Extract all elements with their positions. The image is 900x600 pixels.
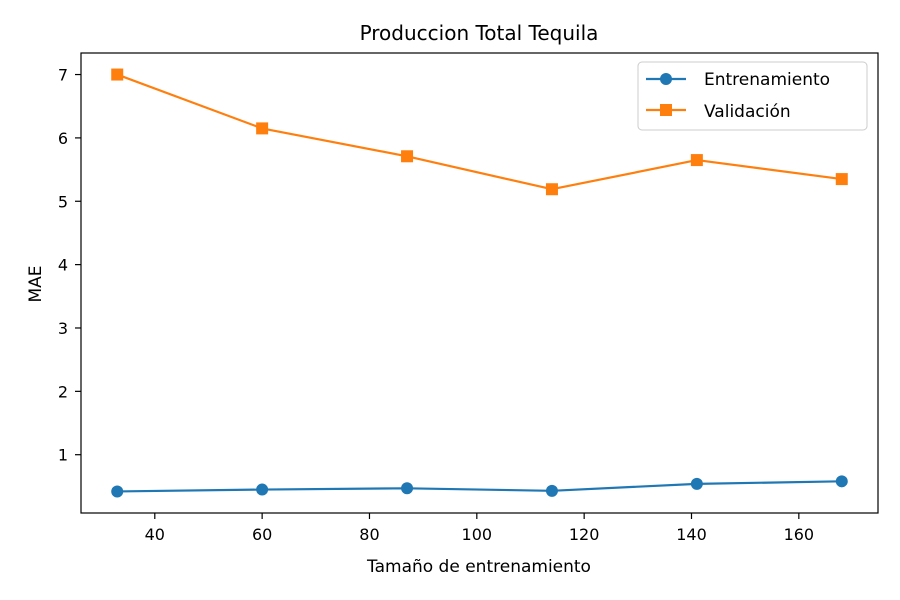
legend-marker-circle	[660, 73, 672, 85]
x-tick-label: 120	[569, 525, 600, 544]
data-point-validacion	[401, 150, 414, 163]
y-tick-label: 6	[58, 129, 68, 148]
series-line-entrenamiento	[117, 480, 842, 493]
y-tick-label: 2	[58, 382, 68, 401]
data-point-entrenamiento	[835, 475, 848, 488]
legend-item-entrenamiento: Entrenamiento	[646, 70, 830, 90]
legend-marker-square	[660, 104, 672, 116]
series-layer	[111, 68, 848, 498]
legend: Entrenamiento Validación	[637, 61, 868, 131]
x-tick-label: 100	[462, 525, 493, 544]
y-tick-label: 4	[58, 256, 68, 275]
plot-frame	[80, 52, 879, 514]
x-tick-label: 80	[359, 525, 379, 544]
legend-box	[637, 61, 868, 131]
legend-label-entrenamiento: Entrenamiento	[704, 70, 830, 90]
data-point-entrenamiento	[111, 485, 124, 498]
x-tick-label: 60	[252, 525, 272, 544]
data-point-entrenamiento	[545, 484, 558, 497]
y-tick-label: 5	[58, 192, 68, 211]
data-point-validacion	[545, 183, 558, 196]
data-point-entrenamiento	[690, 477, 703, 490]
y-tick-label: 1	[58, 446, 68, 465]
data-point-entrenamiento	[401, 482, 414, 495]
y-tick-label: 3	[58, 319, 68, 338]
data-point-validacion	[111, 68, 124, 81]
ticks-layer: 40 60 80 100 120 140 160 1 2 3 4 5 6 7	[58, 66, 814, 544]
y-axis-label: MAE	[26, 265, 46, 302]
x-tick-label: 40	[145, 525, 165, 544]
data-point-validacion	[690, 154, 703, 167]
legend-item-validacion: Validación	[646, 102, 791, 122]
x-axis-label: Tamaño de entrenamiento	[366, 557, 591, 577]
data-point-validacion	[256, 122, 269, 135]
legend-label-validacion: Validación	[704, 102, 791, 122]
data-point-validacion	[835, 173, 848, 186]
x-tick-label: 160	[784, 525, 815, 544]
data-point-entrenamiento	[256, 483, 269, 496]
chart-title: Produccion Total Tequila	[360, 21, 599, 45]
y-tick-label: 7	[58, 66, 68, 85]
x-tick-label: 140	[676, 525, 707, 544]
series-line-validacion	[116, 73, 842, 191]
